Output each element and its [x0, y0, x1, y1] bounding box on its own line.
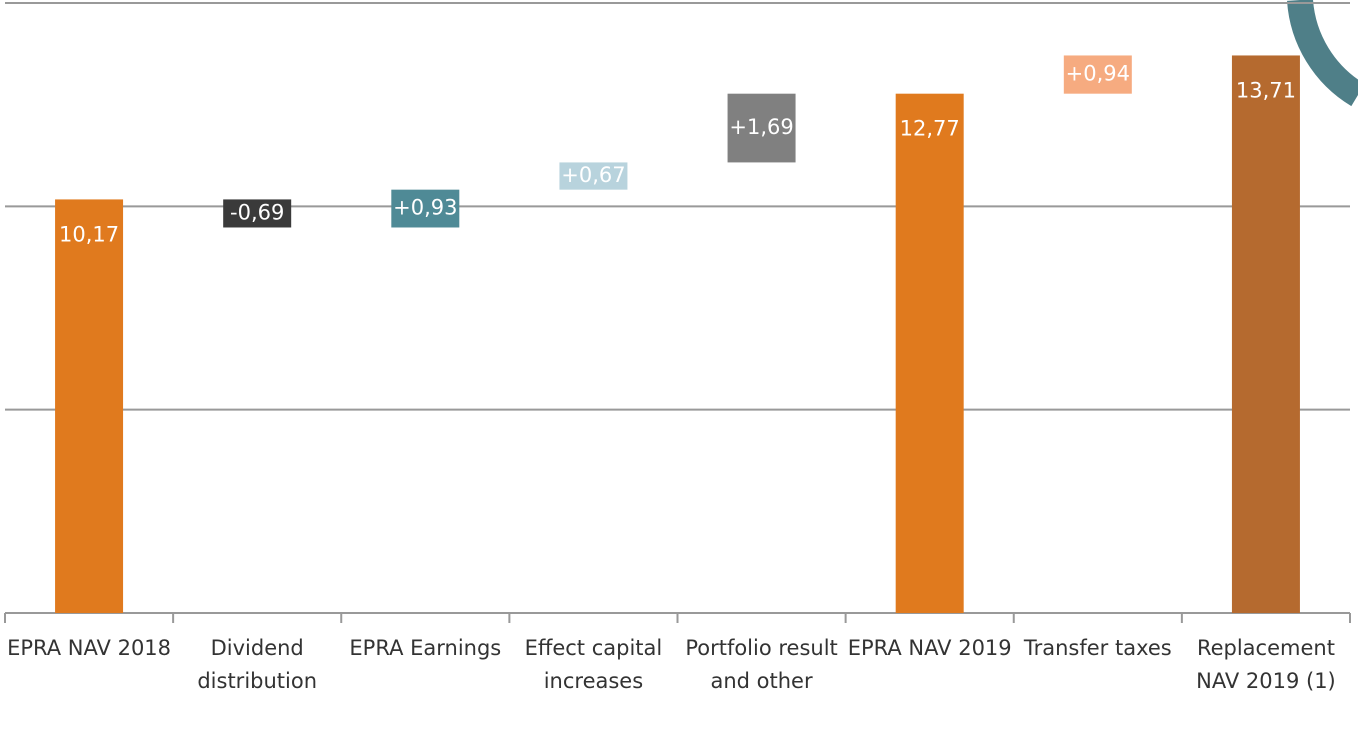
value-label: +0,67	[561, 163, 625, 187]
category-label: Effect capital increases	[524, 636, 663, 693]
category-label: Replacement NAV 2019 (1)	[1196, 636, 1336, 693]
bar	[1063, 55, 1132, 94]
value-label: 12,77	[900, 117, 960, 141]
bar	[895, 93, 964, 614]
bar	[727, 93, 796, 163]
value-label: +0,93	[393, 196, 457, 220]
value-label: +0,94	[1066, 62, 1130, 86]
value-label: -0,69	[230, 200, 284, 224]
category-label: Portfolio result and other	[685, 636, 838, 693]
decor-arc	[1287, 0, 1358, 107]
category-label: Transfer taxes	[1023, 636, 1172, 660]
category-label: EPRA NAV 2018	[7, 636, 172, 660]
bar	[55, 199, 124, 614]
bar	[223, 199, 292, 228]
category-label: Dividend distribution	[197, 636, 318, 693]
bar	[391, 189, 460, 228]
bar	[559, 162, 628, 190]
value-label: +1,69	[729, 115, 793, 139]
category-label: EPRA NAV 2019	[847, 636, 1012, 660]
value-label: 13,71	[1236, 78, 1296, 102]
category-label: EPRA Earnings	[349, 636, 502, 660]
bar	[1231, 55, 1300, 613]
value-label: 10,17	[59, 222, 119, 246]
